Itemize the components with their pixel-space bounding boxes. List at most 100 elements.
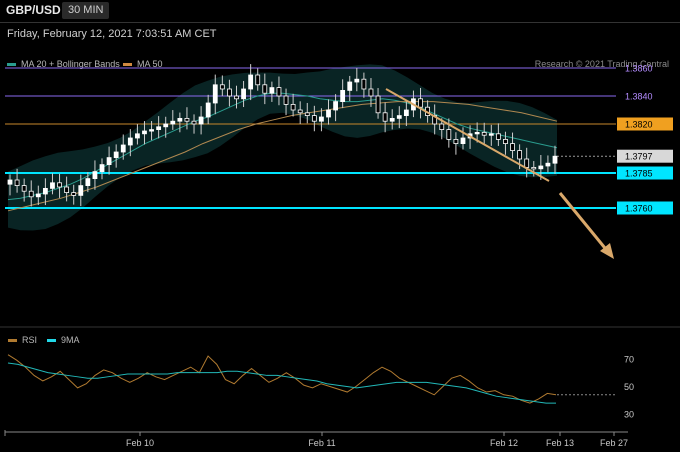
rsi-line: [7, 354, 557, 404]
candle-body: [354, 78, 360, 83]
candle-body: [269, 87, 275, 94]
level-label-1.3785: 1.3785: [625, 169, 653, 179]
legend-ma20: MA 20 + Bollinger Bands: [7, 59, 120, 69]
candle-body: [64, 186, 70, 193]
rsi-tick-70: 70: [624, 354, 634, 364]
candle-body: [517, 150, 523, 160]
moving-averages: [7, 92, 558, 212]
candle-body: [403, 109, 409, 116]
candle-body: [234, 95, 239, 100]
candle-body: [531, 166, 537, 170]
candle-body: [474, 131, 480, 135]
candle-body: [488, 133, 494, 136]
candle-body: [552, 155, 558, 164]
candle-body: [219, 84, 225, 90]
level-label-1.3860: 1.3860: [625, 64, 653, 74]
candle-body: [283, 95, 289, 105]
downtrend-line: [385, 88, 550, 182]
candle-body: [538, 165, 544, 170]
research-credit: Research © 2021 Trading Central: [534, 59, 669, 69]
rsi-swatch: [8, 339, 17, 342]
candle-body: [21, 185, 27, 192]
candle-body: [503, 138, 508, 144]
candle-body: [389, 118, 395, 122]
ma20-line: [7, 92, 558, 201]
projection-arrowhead: [600, 243, 614, 259]
candle-body: [127, 137, 133, 146]
candle-body: [35, 193, 41, 198]
candle-body: [135, 133, 140, 139]
time-label: Feb 10: [126, 438, 154, 448]
candle-body: [545, 162, 551, 167]
candle-body: [142, 130, 147, 135]
symbol-label: GBP/USD: [6, 3, 61, 17]
rsi-tick-30: 30: [624, 410, 634, 420]
legend-ma20-label: MA 20 + Bollinger Bands: [21, 59, 120, 69]
candle-body: [149, 129, 154, 132]
candle-body: [184, 118, 190, 122]
candle-body: [510, 143, 515, 152]
candle-body: [57, 182, 62, 188]
candle-body: [439, 123, 445, 130]
candle-body: [304, 112, 310, 117]
candle-body: [340, 90, 346, 103]
legend-rsi-label: RSI: [22, 335, 37, 345]
candle-body: [333, 101, 338, 111]
candle-body: [382, 112, 388, 122]
ma20-swatch: [7, 63, 16, 67]
candle-body: [368, 88, 374, 97]
candle-body: [248, 74, 254, 90]
candle-body: [524, 158, 530, 168]
rsi-ma-line: [7, 362, 556, 404]
bollinger-fill: [8, 64, 557, 231]
level-box-1.3820: [617, 117, 673, 131]
candle-body: [191, 120, 197, 125]
candle-body: [361, 78, 367, 90]
level-box-1.3797: [617, 149, 673, 163]
candle-body: [99, 164, 105, 173]
price-levels: [5, 67, 616, 209]
legend-ma50: MA 50: [123, 59, 163, 69]
ma50-swatch: [123, 63, 132, 67]
ma50-line: [7, 101, 558, 212]
candle-body: [297, 109, 303, 114]
top-bar: GBP/USD 30 MIN: [0, 0, 680, 22]
candle-body: [50, 182, 55, 189]
candle-body: [446, 129, 452, 140]
candle-body: [42, 187, 48, 195]
candle-body: [375, 95, 381, 114]
candle-body: [227, 88, 232, 97]
time-label: Feb 12: [490, 438, 518, 448]
timeframe-button[interactable]: 30 MIN: [62, 2, 110, 19]
level-label-1.3840: 1.3840: [625, 92, 653, 102]
candle-body: [85, 178, 91, 187]
trend-annotation: [385, 88, 614, 259]
time-label: Feb 13: [546, 438, 574, 448]
rsi-pane: 70 50 30: [7, 354, 634, 420]
candle-body: [198, 116, 204, 125]
candle-body: [347, 81, 353, 91]
candle-body: [396, 115, 402, 119]
time-label: Feb 11: [308, 438, 335, 448]
candle-body: [28, 190, 34, 198]
candle-body: [92, 171, 98, 180]
candle-body: [156, 126, 162, 131]
level-label-1.3797: 1.3797: [625, 152, 653, 162]
rsi-tick-50: 50: [624, 382, 634, 392]
candle-body: [14, 179, 20, 186]
level-box-1.3785: [617, 166, 673, 180]
candle-body: [113, 151, 119, 158]
legend-ma50-label: MA 50: [137, 59, 163, 69]
candle-body: [453, 138, 459, 144]
candle-body: [481, 131, 487, 136]
candle-body: [205, 102, 211, 118]
candle-body: [319, 116, 324, 122]
level-label-1.3820: 1.3820: [625, 120, 653, 130]
candle-body: [460, 137, 466, 144]
candle-body: [418, 98, 423, 108]
top-divider: [0, 22, 680, 23]
candle-body: [163, 123, 169, 128]
time-label: Feb 27: [600, 438, 628, 448]
candle-body: [311, 115, 317, 122]
